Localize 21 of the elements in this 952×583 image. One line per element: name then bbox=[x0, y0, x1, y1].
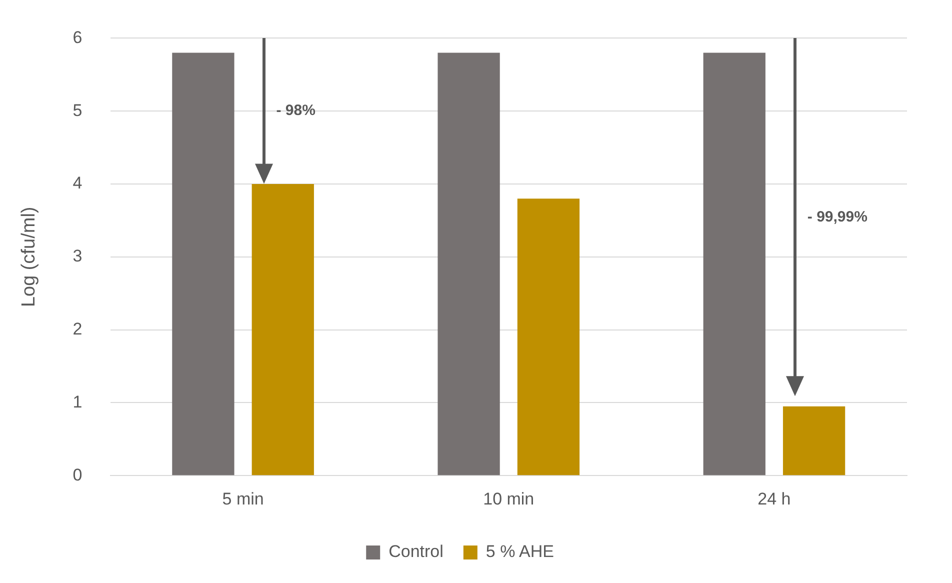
bar bbox=[438, 52, 500, 476]
bar bbox=[517, 198, 580, 476]
y-tick-label: 5 bbox=[72, 100, 82, 120]
y-tick-label: 1 bbox=[72, 392, 82, 412]
legend-label: Control bbox=[388, 542, 444, 562]
annotation: - 98% bbox=[276, 102, 316, 120]
y-tick-label: 4 bbox=[72, 174, 82, 193]
bar bbox=[703, 52, 766, 476]
y-axis-title: Log (cfu/ml) bbox=[18, 206, 40, 308]
y-tick-label: 0 bbox=[72, 465, 82, 484]
y-tick-label: 6 bbox=[72, 28, 82, 47]
y-tick-label: 2 bbox=[72, 319, 82, 338]
x-tick-label: 24 h bbox=[758, 489, 791, 508]
x-tick-label: 10 min bbox=[483, 489, 534, 508]
bar bbox=[172, 52, 234, 476]
bar bbox=[252, 184, 314, 476]
bar bbox=[782, 406, 846, 476]
legend-label: 5 % AHE bbox=[486, 542, 554, 562]
y-tick-label: 3 bbox=[72, 246, 82, 266]
x-tick-label: 5 min bbox=[222, 489, 264, 508]
annotation: - 99,99% bbox=[807, 208, 868, 226]
